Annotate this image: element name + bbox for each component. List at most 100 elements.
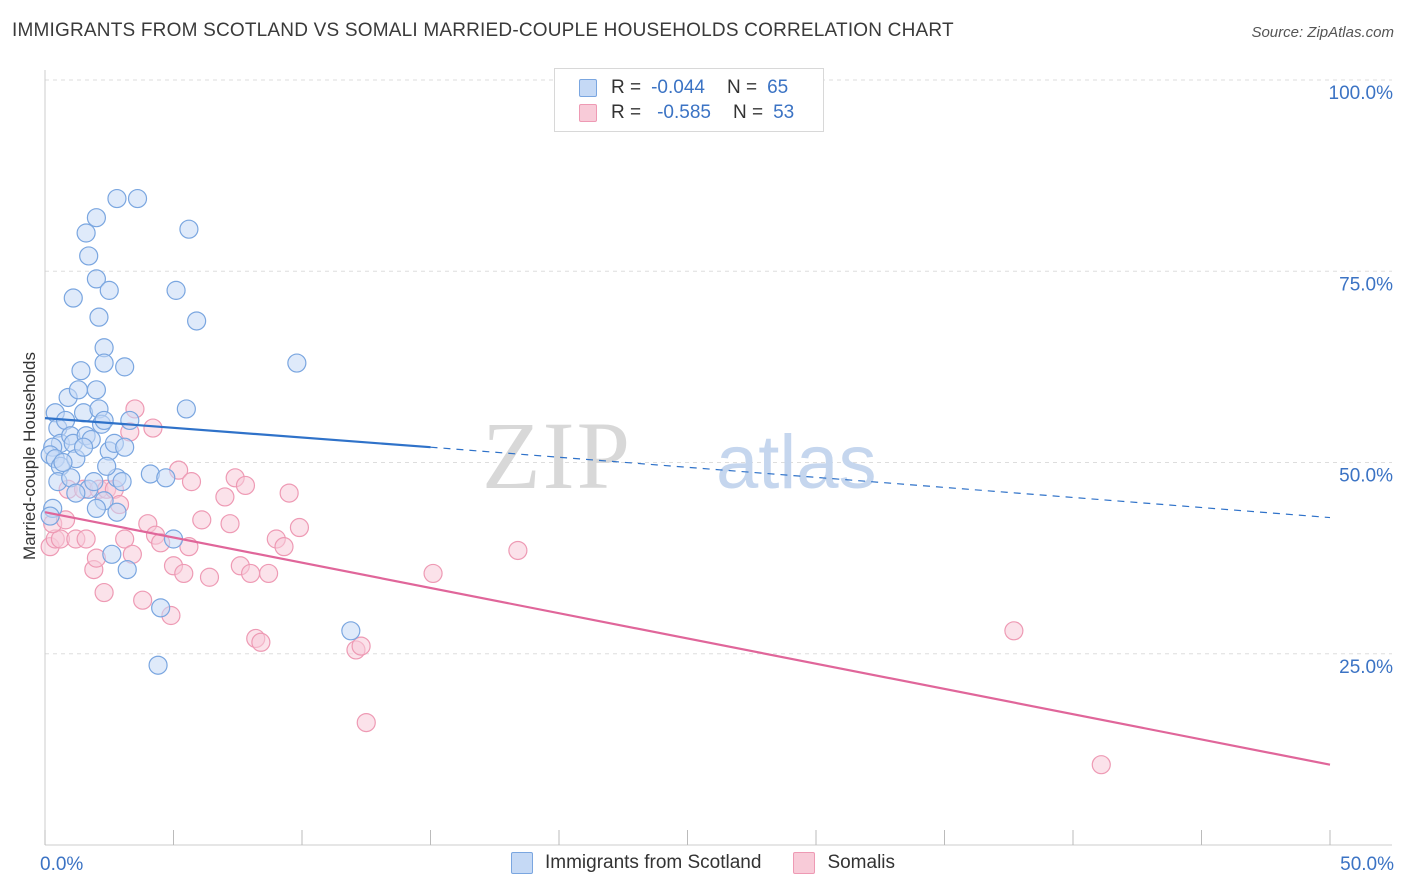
legend-label-somali: Somalis [827, 852, 896, 873]
n-label: N = [726, 77, 758, 98]
scotland-point [71, 361, 91, 381]
stats-legend: R = -0.044 N = 65 R = -0.585 N = 53 [554, 68, 824, 132]
scotland-point [99, 280, 119, 300]
somali-point [181, 472, 202, 492]
somali-point [1004, 621, 1024, 641]
x-tick-label-max: 50.0% [1340, 854, 1394, 875]
swatch-somali [579, 104, 597, 122]
somali-point [279, 483, 299, 503]
somali-point [351, 636, 371, 656]
scotland-points [40, 188, 361, 675]
scotland-point [84, 472, 104, 492]
scotland-trend-solid [44, 417, 431, 449]
legend-item-somali: Somalis [793, 852, 895, 874]
y-tick-label: 75.0% [1339, 274, 1393, 295]
scotland-point [151, 598, 171, 618]
scotland-point [127, 188, 148, 209]
somali-point [1091, 755, 1111, 775]
scotland-point [40, 506, 60, 526]
scotland-point [107, 502, 127, 522]
scotland-point [115, 437, 135, 457]
swatch-scotland [579, 79, 597, 97]
scotland-point [107, 188, 127, 209]
somali-point [274, 537, 294, 557]
somali-point [76, 529, 96, 549]
scotland-point [86, 269, 107, 289]
scotland-point [79, 246, 99, 266]
scotland-point [156, 468, 176, 488]
scotland-point [179, 219, 199, 239]
somali-point [423, 563, 443, 584]
r-label: R = [611, 77, 642, 98]
scotland-point [97, 456, 117, 476]
somali-point [258, 563, 279, 584]
scotland-point [63, 288, 83, 308]
chart-title: IMMIGRANTS FROM SCOTLAND VS SOMALI MARRI… [12, 20, 954, 41]
legend-row-scotland: R = -0.044 N = 65 [579, 77, 788, 99]
somali-point [289, 517, 310, 538]
scotland-point [68, 380, 89, 400]
legend-swatch-scotland [510, 852, 533, 874]
somali-point [508, 540, 528, 561]
somali-point [94, 582, 114, 603]
scotland-point [287, 353, 307, 373]
y-tick-labels: 25.0% 50.0% 75.0% 100.0% [1329, 83, 1394, 678]
n-value: 65 [767, 77, 789, 98]
scotland-point [176, 399, 196, 419]
r-value: -0.585 [657, 102, 711, 123]
y-tick-label: 50.0% [1339, 466, 1393, 487]
legend-swatch-somali [793, 852, 816, 874]
y-tick-label: 100.0% [1329, 83, 1394, 104]
legend-row-somali: R = -0.585 N = 53 [579, 102, 794, 124]
scotland-point [66, 483, 86, 503]
scotland-point [148, 655, 168, 675]
somali-point [251, 632, 271, 652]
n-value: 53 [773, 102, 795, 123]
scotland-point [166, 280, 186, 300]
somali-point [115, 529, 135, 549]
somali-point [143, 418, 163, 438]
x-tick-label-min: 0.0% [40, 854, 83, 875]
legend-label-scotland: Immigrants from Scotland [544, 852, 762, 873]
scotland-point [94, 410, 114, 431]
somali-point [220, 514, 240, 534]
somali-trend [44, 511, 1331, 766]
series-legend: Immigrants from Scotland Somalis [0, 852, 1406, 874]
scotland-point [86, 208, 107, 228]
x-ticks [44, 830, 1331, 845]
r-value: -0.044 [651, 77, 705, 98]
scotland-point [112, 472, 132, 492]
legend-item-scotland: Immigrants from Scotland [510, 852, 762, 874]
scotland-point [117, 559, 137, 580]
scotland-point [53, 452, 73, 473]
scotland-point [115, 357, 135, 377]
trend-lines [44, 417, 1331, 766]
watermark-atlas: atlas [716, 420, 877, 505]
somali-points [40, 399, 1111, 775]
somali-point [133, 590, 153, 610]
scotland-point [102, 544, 122, 564]
somali-point [174, 563, 194, 584]
somali-point [241, 563, 261, 584]
scotland-point [341, 621, 361, 641]
scotland-point [86, 380, 107, 400]
scotland-point [94, 353, 114, 373]
watermark: ZIP atlas [482, 402, 877, 509]
scotland-point [120, 410, 140, 431]
source-credit: Source: ZipAtlas.com [1251, 24, 1394, 41]
scotland-point [76, 223, 96, 243]
n-label: N = [732, 102, 764, 123]
scotland-point [187, 311, 207, 331]
somali-point [356, 712, 376, 733]
y-tick-label: 25.0% [1339, 657, 1393, 678]
scotland-point [86, 498, 107, 518]
somali-point [192, 510, 212, 530]
somali-point [235, 475, 256, 496]
somali-point [215, 487, 235, 507]
r-label: R = [611, 102, 642, 123]
somali-point [199, 567, 220, 587]
watermark-zip: ZIP [482, 402, 632, 509]
scotland-point [89, 307, 109, 327]
scotland-point [73, 437, 94, 457]
